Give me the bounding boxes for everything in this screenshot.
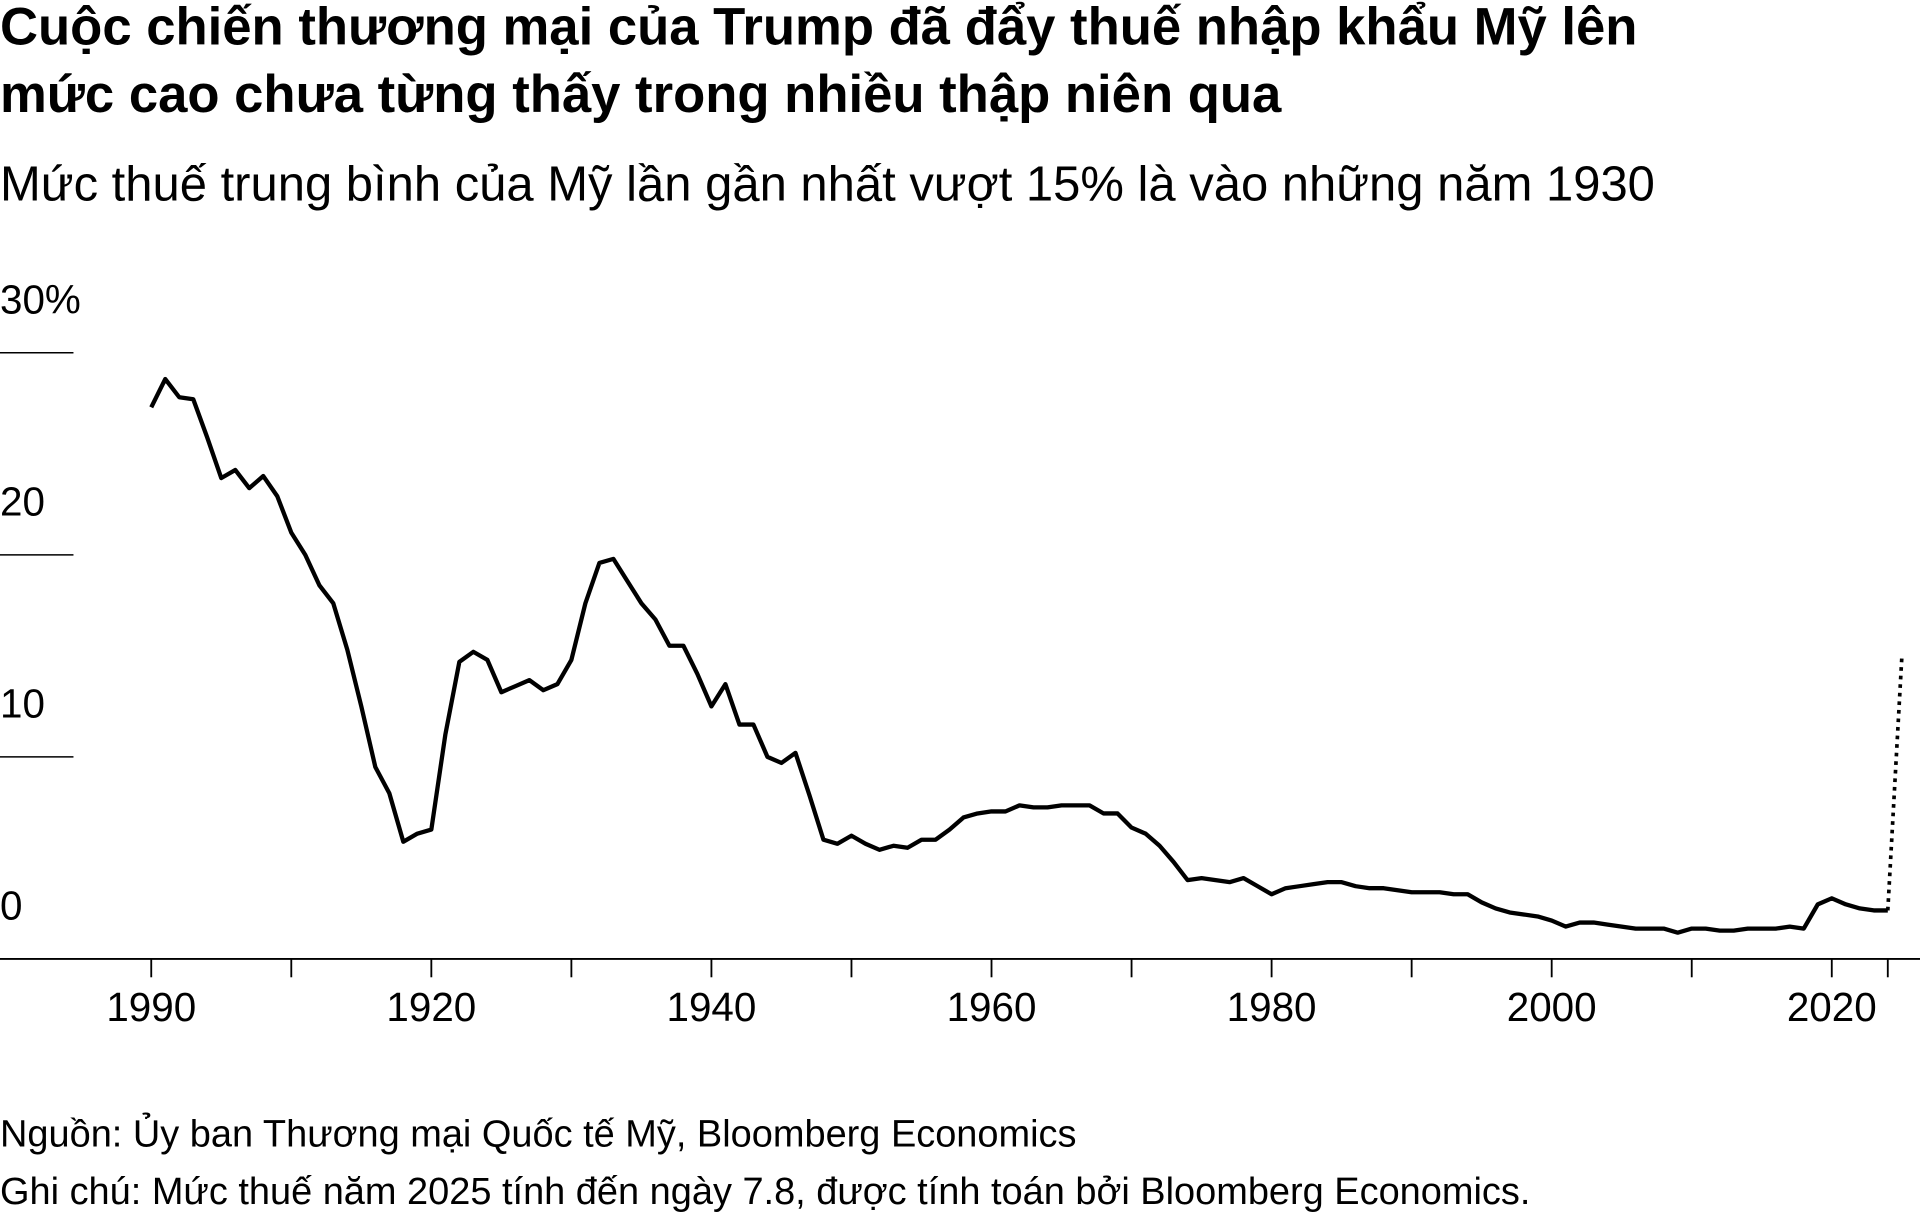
footnote: Ghi chú: Mức thuế năm 2025 tính đến ngày… xyxy=(0,1171,1530,1213)
chart-title: Cuộc chiến thương mại của Trump đã đẩy t… xyxy=(0,0,1637,57)
chart-title: mức cao chưa từng thấy trong nhiều thập … xyxy=(0,65,1282,124)
data-line xyxy=(1885,657,1904,911)
x-tick-label: 1920 xyxy=(386,984,476,1030)
x-tick-label: 1960 xyxy=(947,984,1037,1030)
source-note: Nguồn: Ủy ban Thương mại Quốc tế Mỹ, Blo… xyxy=(0,1112,1076,1156)
y-tick-label: 0 xyxy=(0,882,22,928)
x-tick-label: 2000 xyxy=(1507,984,1597,1030)
x-tick-label: 1940 xyxy=(666,984,756,1030)
y-tick-label: 10 xyxy=(0,680,45,726)
y-tick-label: 30% xyxy=(0,276,81,322)
x-tick-label: 1980 xyxy=(1227,984,1317,1030)
data-line xyxy=(149,376,1888,935)
x-tick-label: 2020 xyxy=(1787,984,1877,1030)
chart-subtitle: Mức thuế trung bình của Mỹ lần gần nhất … xyxy=(0,157,1655,211)
x-tick-label: 1990 xyxy=(106,984,196,1030)
y-tick-label: 20 xyxy=(0,478,45,524)
